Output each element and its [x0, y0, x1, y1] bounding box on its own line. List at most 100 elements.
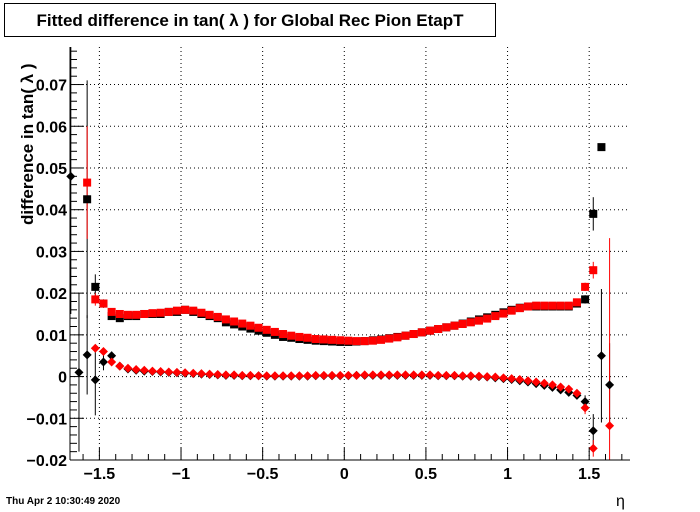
- data-point-square: [123, 310, 132, 319]
- data-point-square: [91, 295, 100, 304]
- data-point-diamond: [401, 370, 411, 380]
- data-point-diamond: [474, 371, 484, 381]
- data-point-diamond: [123, 363, 133, 373]
- data-point-diamond: [319, 370, 329, 380]
- data-point-square: [556, 301, 565, 310]
- data-point-square: [221, 315, 230, 324]
- data-point-diamond: [90, 375, 100, 385]
- y-tick-label: 0: [58, 370, 67, 387]
- x-tick-label: 1.5: [578, 466, 600, 483]
- data-point-square: [466, 318, 475, 327]
- y-tick-label: 0.07: [36, 78, 67, 95]
- data-point-diamond: [425, 370, 435, 380]
- data-point-square: [262, 325, 271, 334]
- data-point-square: [148, 309, 157, 318]
- data-point-square: [328, 335, 337, 344]
- data-point-diamond: [384, 370, 394, 380]
- data-point-diamond: [498, 373, 508, 383]
- data-point-square: [589, 209, 598, 218]
- data-point-square: [230, 317, 239, 326]
- data-point-square: [254, 323, 263, 332]
- data-point-square: [344, 336, 353, 345]
- data-point-diamond: [507, 374, 517, 384]
- data-point-square: [132, 310, 141, 319]
- data-point-square: [189, 306, 198, 315]
- data-point-diamond: [188, 368, 198, 378]
- y-tick-label: 0.05: [36, 161, 67, 178]
- data-point-square: [581, 282, 590, 291]
- data-point-square: [83, 178, 92, 187]
- title-box: Fitted difference in tan( λ ) for Global…: [4, 3, 496, 37]
- data-point-square: [507, 306, 516, 315]
- x-tick-label: 1: [503, 466, 512, 483]
- data-point-square: [164, 307, 173, 316]
- data-point-diamond: [262, 371, 272, 381]
- data-point-diamond: [311, 370, 321, 380]
- error-bars: [70, 47, 611, 460]
- data-point-diamond: [376, 370, 386, 380]
- data-point-diamond: [229, 370, 239, 380]
- data-point-diamond: [245, 370, 255, 380]
- data-point-diamond: [588, 426, 598, 436]
- tick-labels: −1.5 −1 −0.5 0 0.5 1 1.5 −0.02 −0.01 0 0.01 0.02 0.0…: [27, 78, 601, 483]
- y-axis-label: difference in tan( λ ): [18, 63, 37, 225]
- data-point-diamond: [213, 369, 223, 379]
- data-point-diamond: [172, 367, 182, 377]
- data-point-diamond: [221, 370, 231, 380]
- data-point-diamond: [156, 367, 166, 377]
- y-tick-label: 0.02: [36, 286, 67, 303]
- data-point-square: [368, 336, 377, 345]
- data-point-square: [83, 195, 92, 204]
- data-point-square: [597, 143, 606, 152]
- data-point-diamond: [278, 371, 288, 381]
- data-point-square: [115, 309, 124, 318]
- data-point-square: [434, 325, 443, 334]
- x-axis-label: η: [616, 493, 625, 510]
- data-point-square: [336, 336, 345, 345]
- data-point-square: [401, 331, 410, 340]
- data-point-square: [213, 312, 222, 321]
- data-point-diamond: [139, 365, 149, 375]
- data-point-square: [115, 314, 124, 323]
- data-point-square: [352, 337, 361, 346]
- data-point-square: [205, 310, 214, 319]
- data-point-square: [319, 335, 328, 344]
- data-point-diamond: [343, 370, 353, 380]
- data-point-diamond: [107, 351, 117, 361]
- data-point-square: [426, 326, 434, 335]
- data-point-diamond: [82, 350, 92, 360]
- data-point-diamond: [368, 370, 378, 380]
- y-tick-label: −0.02: [27, 453, 68, 470]
- data-point-diamond: [74, 367, 84, 377]
- grid-lines: [70, 47, 630, 461]
- data-point-square: [99, 299, 108, 308]
- y-tick-label: 0.01: [36, 328, 67, 345]
- y-tick-label: 0.03: [36, 244, 67, 261]
- y-tick-label: 0.04: [36, 203, 67, 220]
- data-point-square: [491, 312, 500, 321]
- data-point-square: [589, 266, 598, 275]
- data-point-square: [246, 321, 255, 330]
- data-markers: [66, 143, 615, 453]
- data-point-square: [156, 308, 165, 317]
- data-point-square: [540, 301, 549, 310]
- data-point-diamond: [270, 371, 280, 381]
- data-point-square: [450, 321, 459, 330]
- data-point-diamond: [392, 370, 402, 380]
- data-point-square: [442, 323, 451, 332]
- data-point-diamond: [572, 388, 582, 398]
- data-point-diamond: [588, 443, 598, 453]
- y-tick-label: −0.01: [27, 411, 68, 428]
- data-point-square: [532, 301, 541, 310]
- data-point-square: [270, 327, 279, 336]
- data-point-square: [181, 305, 190, 314]
- data-point-square: [523, 302, 532, 311]
- data-point-diamond: [180, 368, 190, 378]
- data-point-diamond: [98, 347, 108, 357]
- data-point-diamond: [237, 370, 247, 380]
- data-point-diamond: [115, 361, 125, 371]
- data-point-diamond: [523, 376, 533, 386]
- data-point-square: [91, 282, 100, 291]
- data-point-diamond: [466, 371, 476, 381]
